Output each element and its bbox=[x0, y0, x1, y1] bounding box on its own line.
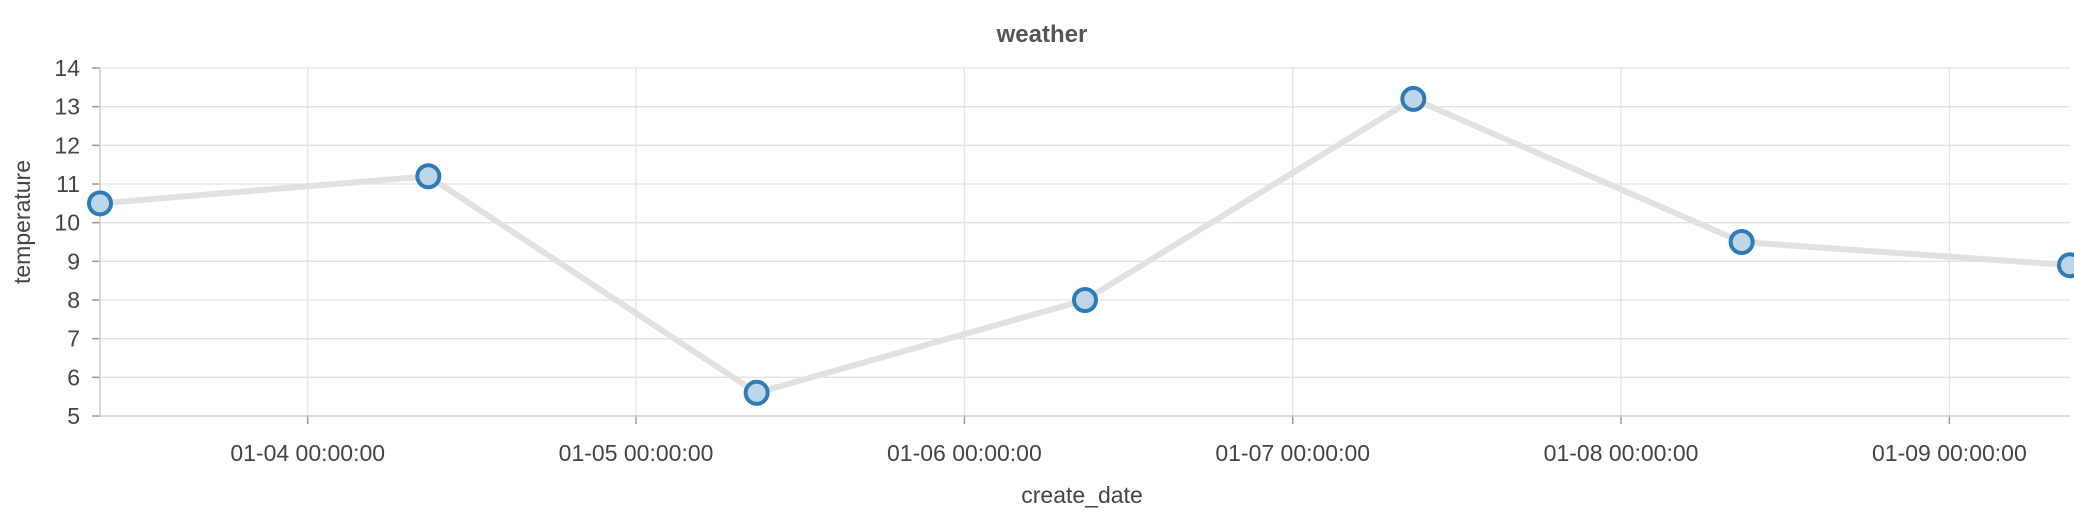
series-line bbox=[97, 95, 2073, 396]
y-tick-label: 14 bbox=[54, 55, 80, 81]
x-tick-label: 01-09 00:00:00 bbox=[1872, 440, 2027, 466]
grid-layer bbox=[100, 67, 2070, 417]
y-tick-label: 5 bbox=[67, 403, 80, 429]
x-axis-label: create_date bbox=[1021, 482, 1142, 508]
data-point bbox=[1728, 229, 1755, 255]
x-tick-label: 01-07 00:00:00 bbox=[1215, 440, 1370, 466]
y-tick-label: 9 bbox=[67, 248, 80, 274]
data-point bbox=[415, 163, 442, 190]
y-tick-label: 12 bbox=[54, 132, 80, 158]
x-tick-label: 01-04 00:00:00 bbox=[230, 440, 385, 466]
y-tick-label: 10 bbox=[54, 210, 80, 236]
data-point bbox=[87, 190, 113, 217]
x-tick-label: 01-05 00:00:00 bbox=[559, 440, 714, 466]
y-axis-label: temperature bbox=[9, 160, 35, 284]
x-tick-label: 01-06 00:00:00 bbox=[887, 440, 1042, 466]
y-tick-label: 7 bbox=[67, 326, 80, 352]
point-layer bbox=[87, 85, 2074, 406]
y-tick-label: 13 bbox=[54, 94, 80, 120]
chart-title: weather bbox=[996, 21, 1088, 48]
x-tick-label: 01-08 00:00:00 bbox=[1544, 440, 1699, 466]
y-tick-label: 11 bbox=[56, 171, 80, 197]
data-point bbox=[1400, 85, 1427, 112]
series-layer bbox=[97, 95, 2073, 396]
y-tick-label: 8 bbox=[67, 287, 80, 313]
data-point bbox=[2057, 252, 2074, 279]
data-point bbox=[1072, 287, 1098, 313]
data-point bbox=[743, 379, 770, 406]
axis-layer: 5 6 7 8 9 10 11 12 13 14 01-04 00:00:00 01-05 00:00… bbox=[54, 55, 2070, 466]
y-tick-label: 6 bbox=[67, 364, 80, 390]
